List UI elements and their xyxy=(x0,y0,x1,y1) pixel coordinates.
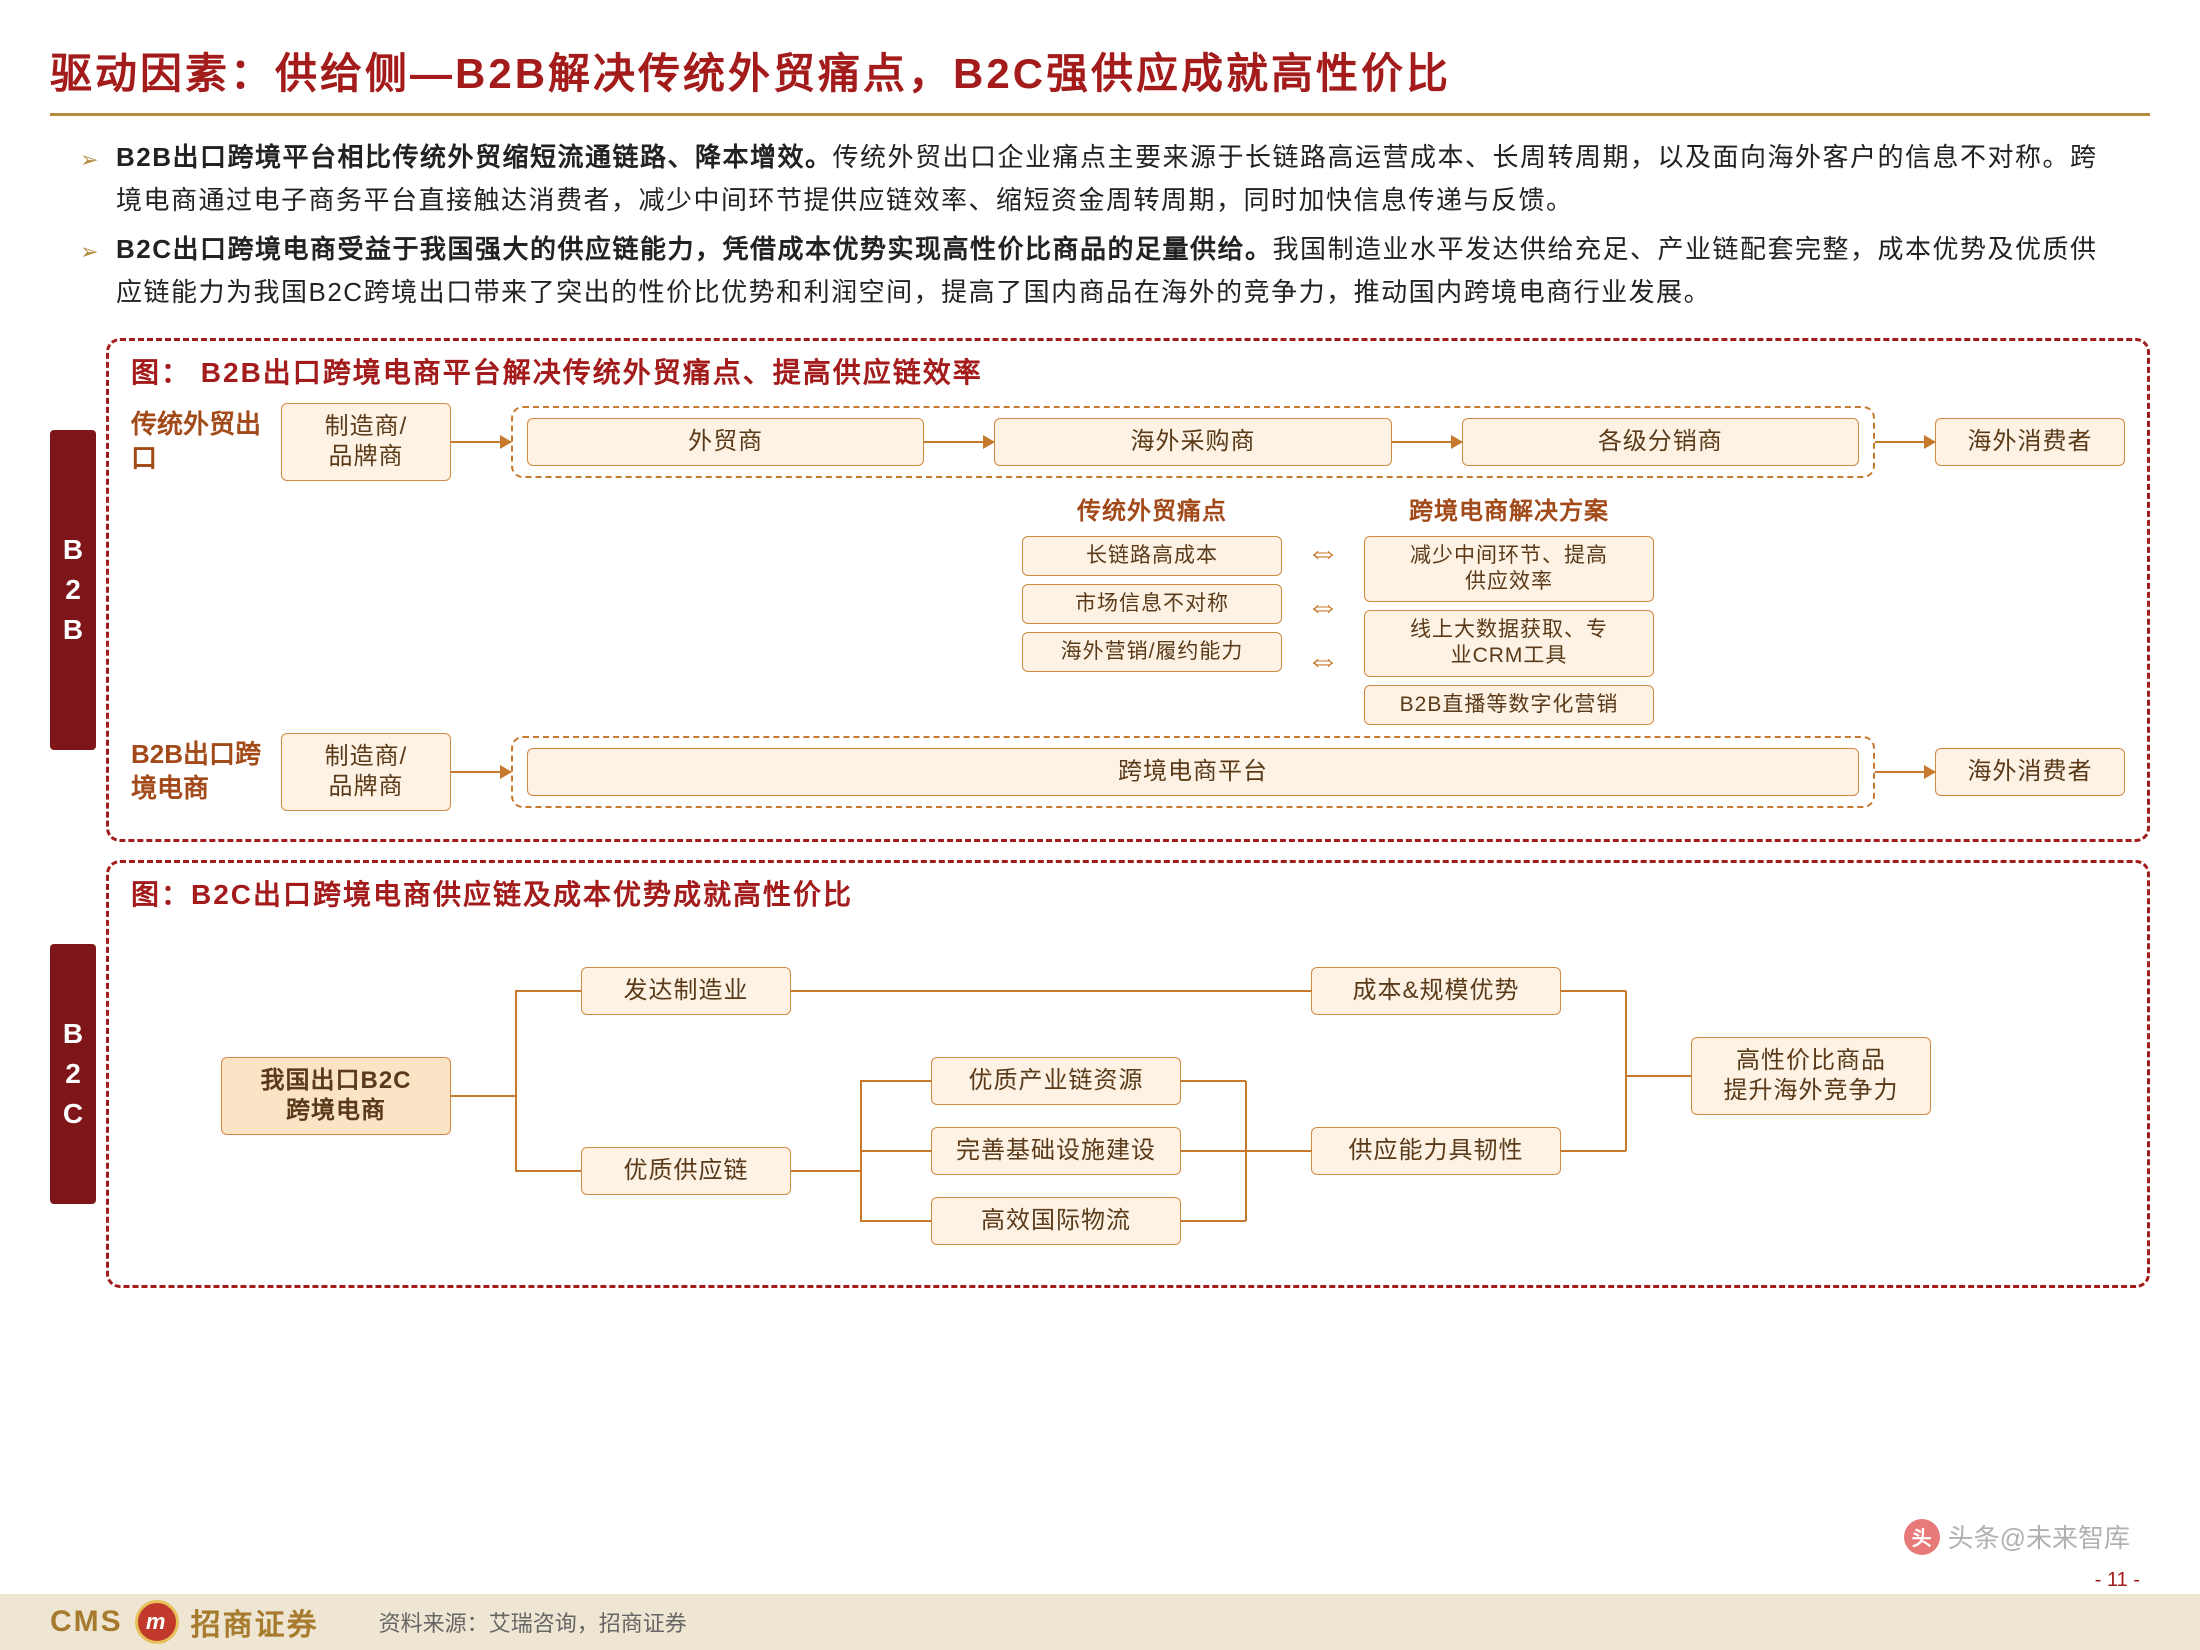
double-arrow-icon: ⇔ xyxy=(1306,529,1340,575)
flow-node: 各级分销商 xyxy=(1462,418,1859,466)
tree-node: 成本&规模优势 xyxy=(1311,967,1561,1015)
b2c-panel: 图：B2C出口跨境电商供应链及成本优势成就高性价比 我国出口B2C跨境电商 发达… xyxy=(106,860,2150,1288)
b2c-panel-title: 图：B2C出口跨境电商供应链及成本优势成就高性价比 xyxy=(131,873,2125,913)
source-label: 资料来源： xyxy=(379,1611,489,1636)
bullet-list: ➢ B2B出口跨境平台相比传统外贸缩短流通链路、降本增效。传统外贸出口企业痛点主… xyxy=(50,136,2150,338)
double-arrow-icon: ⇔ xyxy=(1306,583,1340,629)
watermark-icon: 头 xyxy=(1904,1519,1940,1555)
row-label: 传统外贸出口 xyxy=(131,408,281,476)
b2c-section: B 2 C 图：B2C出口跨境电商供应链及成本优势成就高性价比 我国出口B2C跨… xyxy=(50,860,2150,1288)
side-char: 2 xyxy=(65,1058,81,1090)
footer-logo: CMS m 招商证券 xyxy=(50,1600,319,1644)
logo-badge-icon: m xyxy=(135,1600,179,1644)
bullet-item: ➢ B2C出口跨境电商受益于我国强大的供应链能力，凭借成本优势实现高性价比商品的… xyxy=(80,228,2120,314)
logo-cms: CMS xyxy=(50,1605,123,1639)
page-number: - 11 - xyxy=(2095,1569,2140,1592)
b2c-side-label: B 2 C xyxy=(50,944,96,1204)
solution-title: 跨境电商解决方案 xyxy=(1364,491,1654,526)
b2b-row-ecommerce: B2B出口跨境电商 制造商/品牌商 跨境电商平台 海外消费者 xyxy=(131,733,2125,811)
side-char: B xyxy=(63,614,83,646)
flow-node: 海外采购商 xyxy=(994,418,1391,466)
watermark: 头 头条@未来智库 xyxy=(1904,1518,2130,1555)
arrow-icon xyxy=(1392,441,1462,443)
tree-node: 优质产业链资源 xyxy=(931,1057,1181,1105)
tree-root: 我国出口B2C跨境电商 xyxy=(221,1057,451,1135)
arrow-icon xyxy=(451,771,511,773)
bullet-marker-icon: ➢ xyxy=(80,228,116,314)
b2b-panel: 图： B2B出口跨境电商平台解决传统外贸痛点、提高供应链效率 传统外贸出口 制造… xyxy=(106,338,2150,842)
solution-node: B2B直播等数字化营销 xyxy=(1364,685,1654,725)
flow-node: 外贸商 xyxy=(527,418,924,466)
flow-node: 跨境电商平台 xyxy=(527,748,1859,796)
solution-column: 跨境电商解决方案 减少中间环节、提高供应效率 线上大数据获取、专业CRM工具 B… xyxy=(1364,491,1654,725)
tree-node: 优质供应链 xyxy=(581,1147,791,1195)
flow-node: 制造商/品牌商 xyxy=(281,733,451,811)
arrow-column: ⇔ ⇔ ⇔ xyxy=(1306,491,1340,725)
side-char: B xyxy=(63,534,83,566)
pain-column: 传统外贸痛点 长链路高成本 市场信息不对称 海外营销/履约能力 xyxy=(1022,491,1282,725)
b2b-panel-title: 图： B2B出口跨境电商平台解决传统外贸痛点、提高供应链效率 xyxy=(131,351,2125,391)
flow-node: 制造商/品牌商 xyxy=(281,403,451,481)
source-text: 艾瑞咨询，招商证券 xyxy=(489,1611,687,1636)
b2b-section: B 2 B 图： B2B出口跨境电商平台解决传统外贸痛点、提高供应链效率 传统外… xyxy=(50,338,2150,842)
tree-node: 发达制造业 xyxy=(581,967,791,1015)
pain-solution-block: 传统外贸痛点 长链路高成本 市场信息不对称 海外营销/履约能力 ⇔ ⇔ ⇔ 跨境… xyxy=(551,491,2125,725)
arrow-icon xyxy=(1875,771,1935,773)
bullet-marker-icon: ➢ xyxy=(80,136,116,222)
dashed-group: 跨境电商平台 xyxy=(511,736,1875,808)
logo-brand: 招商证券 xyxy=(191,1600,319,1644)
spacer xyxy=(1306,491,1340,519)
double-arrow-icon: ⇔ xyxy=(1306,637,1340,683)
b2b-side-label: B 2 B xyxy=(50,430,96,750)
title-underline xyxy=(50,113,2150,116)
page-title: 驱动因素：供给侧—B2B解决传统外贸痛点，B2C强供应成就高性价比 xyxy=(50,40,2150,101)
b2c-tree: 我国出口B2C跨境电商 发达制造业 优质供应链 优质产业链资源 完善基础设施建设… xyxy=(131,927,2125,1267)
arrow-icon xyxy=(451,441,511,443)
b2b-row-traditional: 传统外贸出口 制造商/品牌商 外贸商 海外采购商 各级分销商 海外消费者 xyxy=(131,403,2125,481)
bullet-text: B2B出口跨境平台相比传统外贸缩短流通链路、降本增效。传统外贸出口企业痛点主要来… xyxy=(116,136,2120,222)
side-char: B xyxy=(63,1018,83,1050)
side-char: 2 xyxy=(65,574,81,606)
bullet-item: ➢ B2B出口跨境平台相比传统外贸缩短流通链路、降本增效。传统外贸出口企业痛点主… xyxy=(80,136,2120,222)
footer: CMS m 招商证券 资料来源：艾瑞咨询，招商证券 xyxy=(0,1594,2200,1650)
row-label: B2B出口跨境电商 xyxy=(131,738,281,806)
pain-node: 市场信息不对称 xyxy=(1022,584,1282,624)
bullet-bold: B2B出口跨境平台相比传统外贸缩短流通链路、降本增效。 xyxy=(116,142,833,172)
tree-node: 完善基础设施建设 xyxy=(931,1127,1181,1175)
arrow-icon xyxy=(924,441,994,443)
pain-title: 传统外贸痛点 xyxy=(1022,491,1282,526)
pain-node: 长链路高成本 xyxy=(1022,536,1282,576)
flow-node: 海外消费者 xyxy=(1935,748,2125,796)
solution-node: 减少中间环节、提高供应效率 xyxy=(1364,536,1654,603)
tree-result: 高性价比商品提升海外竞争力 xyxy=(1691,1037,1931,1115)
footer-source: 资料来源：艾瑞咨询，招商证券 xyxy=(379,1606,687,1638)
dashed-group: 外贸商 海外采购商 各级分销商 xyxy=(511,406,1875,478)
flow-node: 海外消费者 xyxy=(1935,418,2125,466)
bullet-text: B2C出口跨境电商受益于我国强大的供应链能力，凭借成本优势实现高性价比商品的足量… xyxy=(116,228,2120,314)
watermark-text: 头条@未来智库 xyxy=(1948,1518,2130,1555)
side-char: C xyxy=(63,1098,83,1130)
solution-node: 线上大数据获取、专业CRM工具 xyxy=(1364,610,1654,677)
tree-node: 高效国际物流 xyxy=(931,1197,1181,1245)
pain-node: 海外营销/履约能力 xyxy=(1022,632,1282,672)
arrow-icon xyxy=(1875,441,1935,443)
tree-node: 供应能力具韧性 xyxy=(1311,1127,1561,1175)
bullet-bold: B2C出口跨境电商受益于我国强大的供应链能力，凭借成本优势实现高性价比商品的足量… xyxy=(116,234,1273,264)
